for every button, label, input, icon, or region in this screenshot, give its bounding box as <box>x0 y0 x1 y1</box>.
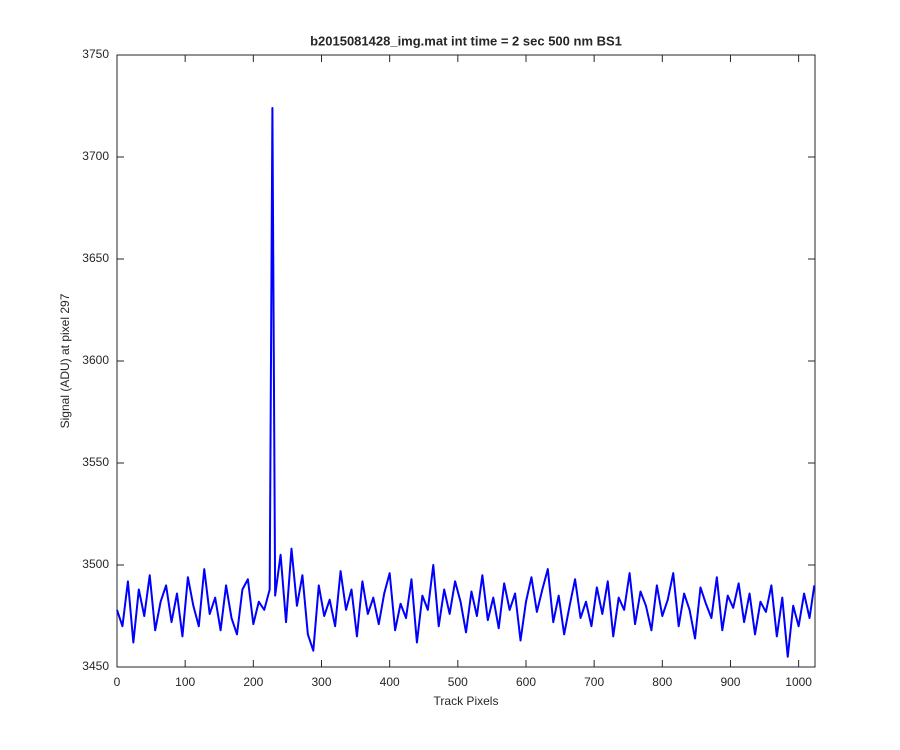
y-tick-label: 3700 <box>82 149 109 163</box>
y-tick-label: 3600 <box>82 353 109 367</box>
x-tick-label: 400 <box>380 675 400 689</box>
y-axis-label: Signal (ADU) at pixel 297 <box>58 293 72 428</box>
x-tick-label: 800 <box>652 675 672 689</box>
x-tick-label: 1000 <box>785 675 812 689</box>
x-tick-label: 0 <box>114 675 121 689</box>
x-tick-label: 300 <box>311 675 331 689</box>
chart-title: b2015081428_img.mat int time = 2 sec 500… <box>310 33 622 48</box>
x-tick-label: 500 <box>448 675 468 689</box>
x-tick-label: 700 <box>584 675 604 689</box>
y-tick-label: 3550 <box>82 455 109 469</box>
x-tick-label: 100 <box>175 675 195 689</box>
y-tick-label: 3450 <box>82 659 109 673</box>
y-tick-label: 3650 <box>82 251 109 265</box>
x-tick-label: 200 <box>243 675 263 689</box>
x-tick-label: 900 <box>720 675 740 689</box>
x-axis-label: Track Pixels <box>434 694 499 708</box>
data-line <box>116 107 816 658</box>
y-tick-label: 3750 <box>82 47 109 61</box>
y-tick-label: 3500 <box>82 557 109 571</box>
x-tick-label: 600 <box>516 675 536 689</box>
